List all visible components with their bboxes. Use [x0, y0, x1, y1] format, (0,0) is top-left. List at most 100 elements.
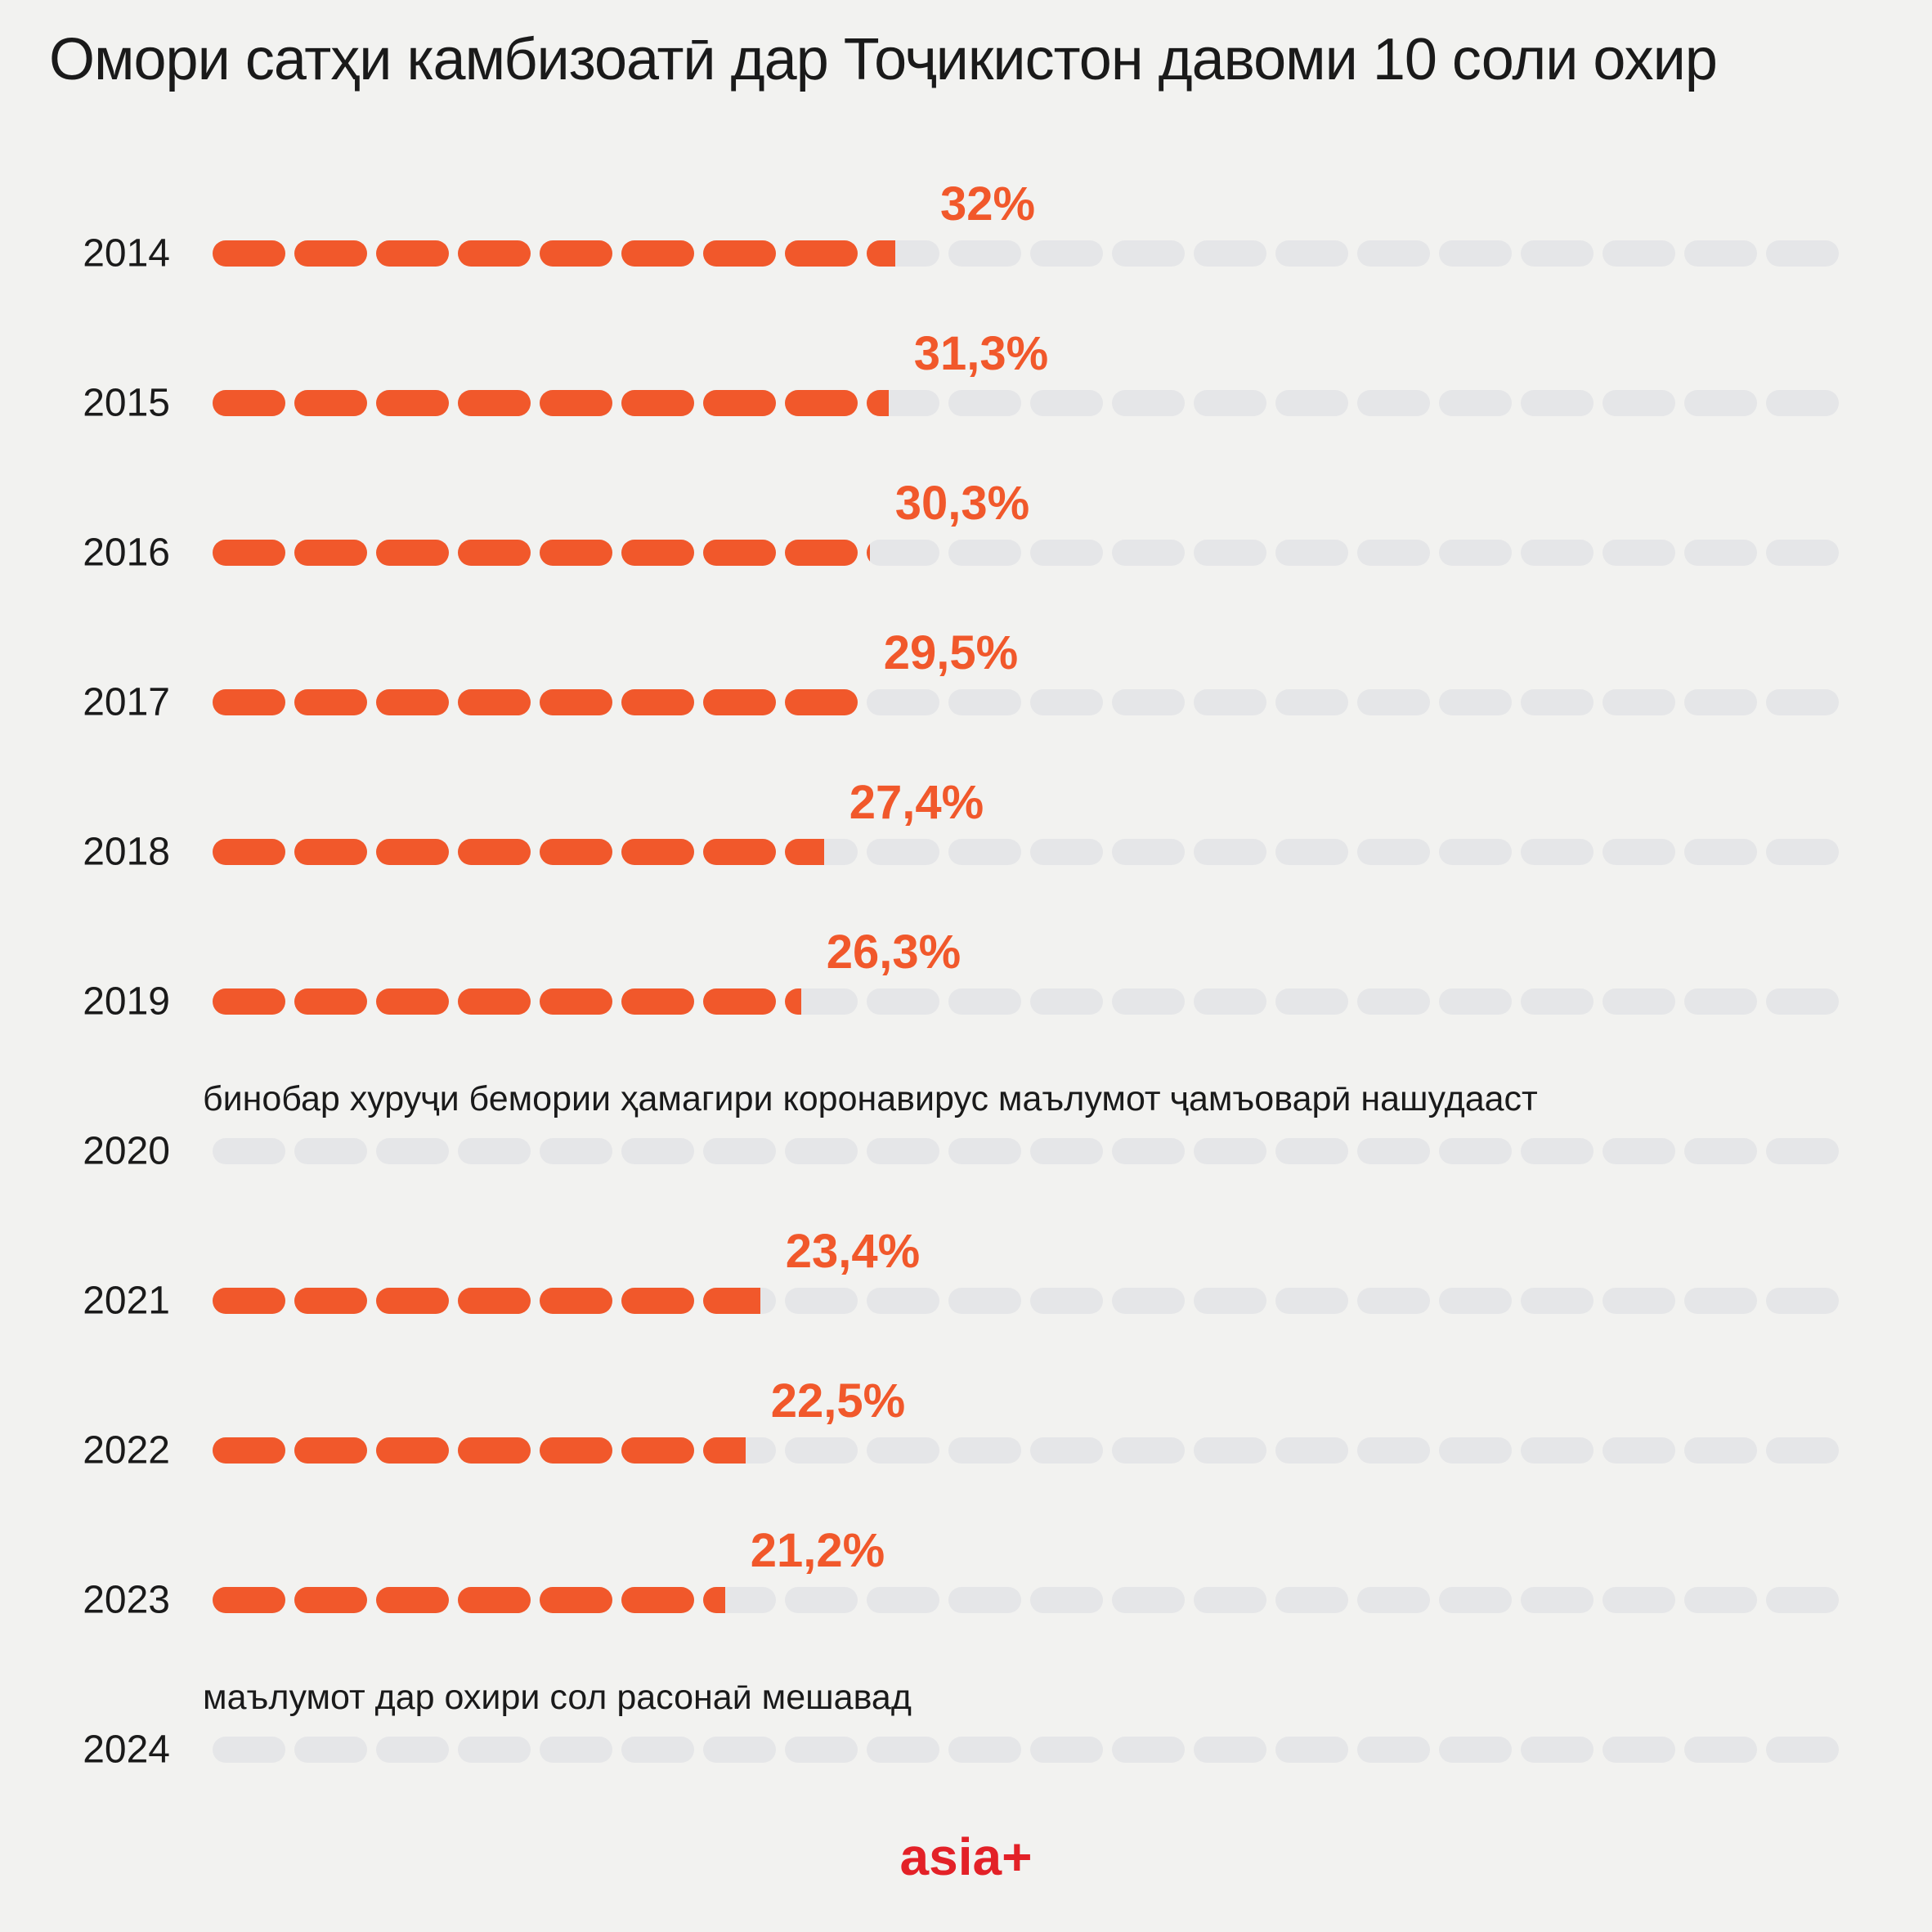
bar-segment: [376, 689, 449, 715]
bar-segment: [213, 540, 285, 566]
bar-segment: [213, 390, 285, 416]
bar-segment: [1112, 1138, 1185, 1164]
value-label: 21,2%: [750, 1524, 885, 1577]
bar-fill: [213, 390, 889, 416]
bar-segment: [703, 689, 776, 715]
bar-segment: [540, 1587, 612, 1613]
bar-segment: [1684, 988, 1757, 1015]
value-label: 32%: [939, 177, 1036, 231]
bar-segment: [703, 1737, 776, 1763]
bar-segment: [1194, 1288, 1266, 1314]
bar-segment: [867, 1288, 939, 1314]
bar-segment: [1439, 1437, 1512, 1464]
bar-segment: [1112, 1437, 1185, 1464]
bar-segment: [1194, 988, 1266, 1015]
bar-segment: [1521, 390, 1594, 416]
value-label: 30,3%: [894, 477, 1030, 530]
bar-segment: [1766, 1737, 1839, 1763]
bar-segment: [376, 1138, 449, 1164]
bar-segment: [1275, 240, 1348, 267]
bar-segment: [1194, 1138, 1266, 1164]
bar-segment: [1603, 1138, 1675, 1164]
bar-segment: [1112, 540, 1185, 566]
value-label: 27,4%: [849, 776, 984, 829]
bar-segment: [1275, 1587, 1348, 1613]
bar-segment: [1030, 1587, 1103, 1613]
row-annotation: маълумот дар охири сол расонаӣ мешавад: [203, 1678, 912, 1717]
bar-segment: [1684, 839, 1757, 865]
asia-plus-logo: asia+: [899, 1827, 1033, 1886]
bar-segment: [540, 1138, 612, 1164]
bar-segment: [1603, 390, 1675, 416]
bar-segment: [703, 1587, 725, 1613]
bar-segment: [458, 1138, 531, 1164]
bar-segment: [458, 390, 531, 416]
year-label: 2018: [83, 830, 170, 874]
bar-segment: [785, 1587, 858, 1613]
bar-segment: [948, 1138, 1021, 1164]
bar-segment: [213, 240, 285, 267]
bar-segment: [540, 988, 612, 1015]
bar-segment: [621, 1288, 694, 1314]
bar-segment: [1112, 839, 1185, 865]
bar-segment: [1030, 390, 1103, 416]
bar-segment: [1439, 839, 1512, 865]
value-label: 31,3%: [913, 327, 1049, 380]
bar-segment: [1766, 988, 1839, 1015]
bar-fill-segments: [213, 540, 870, 566]
chart-title: Омори сатҳи камбизоатӣ дар Тоҷикистон да…: [49, 27, 1718, 92]
bar-segment: [213, 1288, 285, 1314]
bar-segment: [376, 1288, 449, 1314]
bar-segment: [785, 839, 824, 865]
bar-segment: [213, 1437, 285, 1464]
bar-segment: [1521, 988, 1594, 1015]
bar-segment: [1275, 1138, 1348, 1164]
bar-segment: [1357, 1737, 1430, 1763]
bar-segment: [948, 1288, 1021, 1314]
bar-fill-segments: [213, 390, 889, 416]
bar-segment: [1112, 988, 1185, 1015]
bar-segment: [1030, 1288, 1103, 1314]
bar-fill: [213, 1437, 746, 1464]
bar-segment: [1521, 839, 1594, 865]
bar-segment: [213, 839, 285, 865]
bar-segment: [703, 240, 776, 267]
bar-segment: [1030, 689, 1103, 715]
bar-segment: [1521, 1288, 1594, 1314]
bar-segment: [294, 1437, 367, 1464]
bar-segment: [458, 1437, 531, 1464]
bar-segment: [1521, 240, 1594, 267]
bar-segment: [1439, 689, 1512, 715]
bar-segment: [213, 689, 285, 715]
bar-segment: [1357, 240, 1430, 267]
bar-segment: [1112, 1587, 1185, 1613]
bar-segment: [867, 540, 870, 566]
bar-segment: [785, 1737, 858, 1763]
value-label: 29,5%: [883, 626, 1019, 679]
bar-segment: [376, 240, 449, 267]
bar-segment: [948, 540, 1021, 566]
bar-segment: [867, 1587, 939, 1613]
bar-segment: [1275, 390, 1348, 416]
bar-segment: [1030, 839, 1103, 865]
bar-fill-segments: [213, 240, 895, 267]
bar-segment: [621, 988, 694, 1015]
bar-segment: [948, 839, 1021, 865]
bar-segment: [540, 1437, 612, 1464]
bar-segment: [458, 1587, 531, 1613]
bar-fill: [213, 1587, 725, 1613]
bar-segment: [1603, 1437, 1675, 1464]
bar-segment: [1357, 988, 1430, 1015]
bar-segment: [1439, 1288, 1512, 1314]
bar-segment: [213, 1138, 285, 1164]
bar-segment: [1521, 1138, 1594, 1164]
bar-segment: [621, 1138, 694, 1164]
bar-segment: [621, 1737, 694, 1763]
bar-segment: [294, 1587, 367, 1613]
bar-segment: [703, 1288, 760, 1314]
bar-segment: [376, 390, 449, 416]
bar-segment: [621, 839, 694, 865]
bar-segment: [1684, 1587, 1757, 1613]
bar-segment: [703, 839, 776, 865]
bar-segment: [1194, 240, 1266, 267]
